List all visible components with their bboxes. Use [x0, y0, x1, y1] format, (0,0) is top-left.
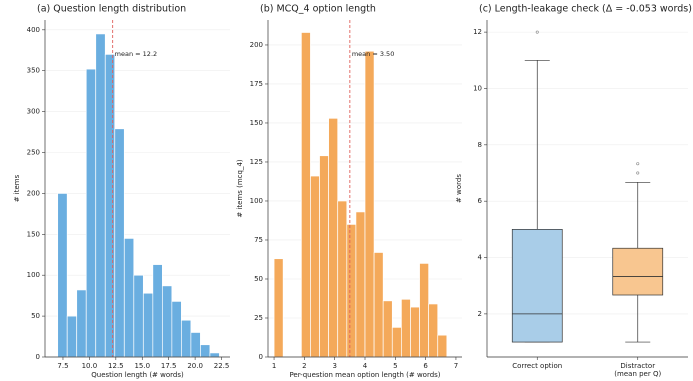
mean-label: mean = 12.2 — [115, 50, 157, 58]
y-tick-label: 8 — [478, 141, 482, 149]
y-tick-label: 175 — [250, 80, 263, 88]
bar — [337, 200, 348, 358]
x-tick-label: Correct option — [512, 362, 562, 370]
y-tick-label: 250 — [27, 149, 40, 157]
y-tick-label: 12 — [473, 28, 482, 36]
bar — [57, 193, 68, 358]
x-tick-label: 3 — [332, 362, 336, 370]
bar — [142, 292, 154, 358]
x-tick-label: 1 — [272, 362, 276, 370]
box — [511, 229, 563, 343]
bar — [364, 50, 375, 358]
x-axis-label: Question length (# words) — [91, 371, 184, 379]
x-tick-label: Distractor (mean per Q) — [614, 362, 661, 378]
bar — [76, 289, 87, 358]
y-tick-label: 150 — [27, 230, 40, 238]
y-tick-label: 300 — [27, 108, 40, 116]
chart-title: (c) Length-leakage check (Δ = -0.053 wor… — [479, 4, 692, 15]
x-tick-label: 4 — [363, 362, 368, 370]
y-tick-label: 400 — [27, 26, 40, 34]
bar — [181, 319, 192, 358]
bar — [310, 175, 320, 358]
bar — [419, 263, 430, 358]
bar — [346, 224, 357, 358]
bar — [328, 117, 339, 358]
x-tick-label: 22.5 — [214, 362, 230, 370]
bar — [114, 128, 125, 358]
bar — [161, 285, 173, 358]
bar — [104, 54, 116, 358]
box — [612, 247, 664, 296]
bar — [391, 327, 402, 358]
y-tick-label: 100 — [250, 197, 263, 205]
x-tick-label: 6 — [423, 362, 428, 370]
y-axis-label: # words — [455, 174, 463, 203]
bar — [273, 258, 284, 358]
y-axis-label: # items (mcq_4) — [236, 159, 244, 218]
y-tick-label: 4 — [478, 254, 483, 262]
bar — [66, 315, 78, 358]
y-tick-label: 200 — [27, 189, 40, 197]
y-tick-label: 75 — [254, 236, 263, 244]
bar — [85, 68, 97, 358]
x-tick-label: 17.5 — [161, 362, 177, 370]
bar — [355, 211, 366, 358]
bar — [95, 33, 106, 358]
bar — [171, 301, 182, 358]
bar — [190, 332, 201, 358]
y-tick-label: 100 — [27, 271, 40, 279]
x-tick-label: 5 — [393, 362, 397, 370]
chart-title: (b) MCQ_4 option length — [260, 4, 376, 15]
bar — [410, 306, 420, 358]
bar — [209, 352, 220, 358]
x-tick-label: 7 — [454, 362, 458, 370]
y-tick-label: 150 — [250, 119, 263, 127]
chart-title: (a) Question length distribution — [37, 4, 186, 15]
x-tick-label: 12.5 — [108, 362, 124, 370]
y-tick-label: 50 — [31, 312, 40, 320]
x-tick-label: 7.5 — [57, 362, 68, 370]
outlier — [636, 162, 640, 166]
y-tick-label: 125 — [250, 158, 263, 166]
y-tick-label: 10 — [473, 84, 482, 92]
bar — [401, 298, 411, 358]
bar — [382, 300, 393, 358]
y-tick-label: 25 — [254, 314, 263, 322]
x-tick-label: 2 — [302, 362, 306, 370]
x-tick-label: 15.0 — [134, 362, 150, 370]
bar — [152, 264, 163, 358]
bar — [200, 344, 211, 358]
y-tick-label: 50 — [254, 275, 263, 283]
bar — [123, 238, 135, 358]
bar — [300, 32, 311, 358]
y-tick-label: 0 — [36, 353, 40, 361]
mean-label: mean = 3.50 — [352, 50, 395, 58]
bar — [133, 274, 144, 358]
y-tick-label: 2 — [478, 310, 482, 318]
x-tick-label: 10.0 — [82, 362, 98, 370]
y-axis-label: # items — [13, 174, 21, 202]
y-tick-label: 200 — [250, 41, 263, 49]
y-tick-label: 0 — [259, 353, 263, 361]
x-tick-label: 20.0 — [187, 362, 203, 370]
outlier — [535, 30, 539, 34]
y-tick-label: 350 — [27, 67, 40, 75]
bar — [373, 252, 384, 358]
bar — [428, 303, 439, 358]
outlier — [636, 171, 640, 175]
x-axis-label: Per-question mean option length (# words… — [289, 371, 440, 379]
y-tick-label: 6 — [478, 197, 483, 205]
bar — [319, 155, 329, 358]
bar — [437, 334, 448, 358]
